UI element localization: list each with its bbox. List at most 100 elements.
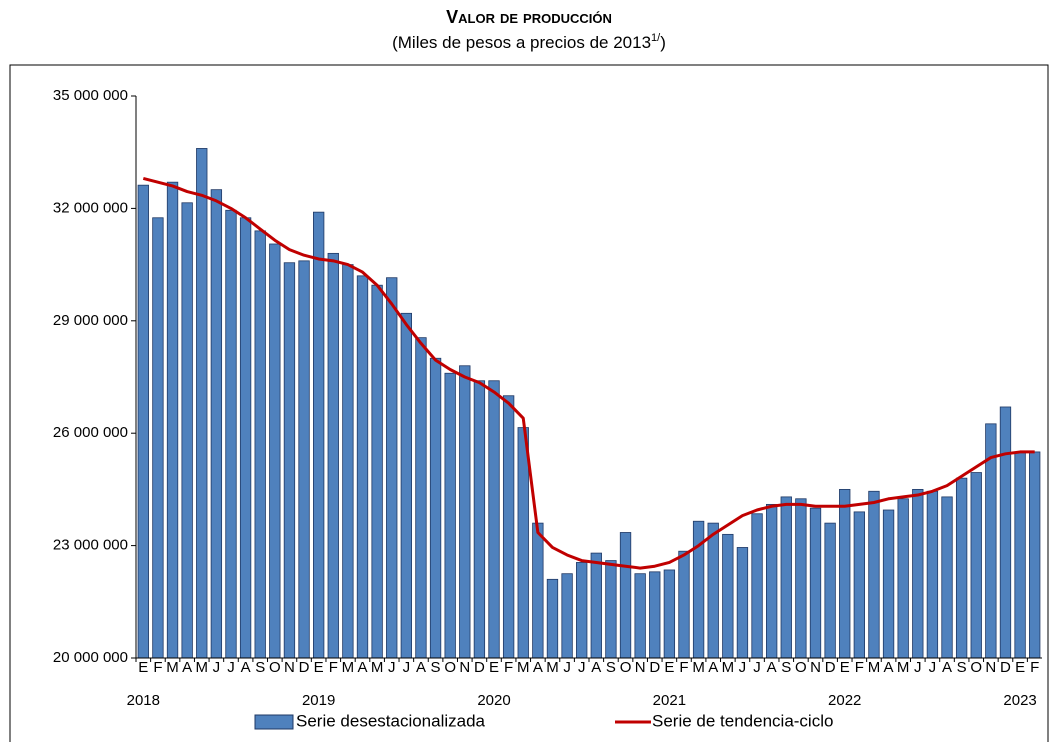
- x-tick-label: A: [708, 659, 718, 676]
- bar: [239, 217, 252, 659]
- chart-subtitle: (Miles de pesos a precios de 20131/): [392, 32, 666, 53]
- bar: [649, 571, 661, 659]
- x-tick-label: A: [533, 659, 543, 676]
- year-label: 2022: [828, 692, 861, 709]
- bar: [488, 380, 500, 659]
- x-tick-label: J: [213, 659, 221, 676]
- bar: [576, 562, 588, 659]
- bar: [283, 262, 296, 659]
- x-tick-label: N: [635, 659, 646, 676]
- bar: [152, 217, 164, 659]
- bar: [342, 264, 354, 659]
- chart-title: Valor de producción: [446, 7, 612, 27]
- x-tick-label: J: [578, 659, 586, 676]
- bar: [196, 148, 208, 659]
- x-tick-label: A: [942, 659, 952, 676]
- bar: [166, 181, 179, 659]
- year-label: 2023: [1003, 692, 1036, 709]
- legend-label: Serie desestacionalizada: [296, 711, 486, 730]
- chart-frame: [9, 64, 1049, 742]
- bar: [502, 395, 515, 659]
- x-tick-label: D: [1000, 659, 1011, 676]
- x-tick-label: A: [416, 659, 426, 676]
- trend-line: [142, 176, 1035, 570]
- x-tick-label: F: [1030, 659, 1039, 676]
- bar: [766, 503, 778, 659]
- bar: [619, 532, 632, 659]
- bar: [970, 472, 982, 659]
- bar: [415, 337, 427, 659]
- bar: [605, 560, 617, 659]
- bar: [313, 211, 325, 659]
- bar: [853, 511, 865, 659]
- bar: [941, 496, 953, 659]
- bar: [999, 406, 1012, 659]
- x-tick-label: M: [722, 659, 735, 676]
- legend-swatch: [254, 714, 294, 730]
- x-tick-label: E: [664, 659, 674, 676]
- year-label: 2020: [477, 692, 510, 709]
- bar: [561, 573, 573, 659]
- x-tick-label: M: [692, 659, 705, 676]
- x-tick-label: O: [444, 659, 456, 676]
- x-tick-label: M: [196, 659, 209, 676]
- x-tick-label: M: [517, 659, 530, 676]
- x-tick-label: A: [591, 659, 601, 676]
- x-tick-label: A: [182, 659, 192, 676]
- bar: [839, 488, 851, 659]
- year-label: 2018: [127, 692, 160, 709]
- x-tick-label: M: [371, 659, 384, 676]
- bar: [356, 275, 369, 659]
- x-tick-label: O: [269, 659, 281, 676]
- x-tick-label: M: [166, 659, 179, 676]
- x-tick-label: S: [255, 659, 265, 676]
- x-tick-label: A: [884, 659, 894, 676]
- x-tick-label: M: [868, 659, 881, 676]
- bar: [546, 578, 559, 659]
- x-tick-label: F: [855, 659, 864, 676]
- bar: [780, 496, 792, 659]
- x-tick-label: D: [649, 659, 660, 676]
- bar: [926, 490, 939, 659]
- bar: [181, 202, 193, 659]
- y-tick-label: 29 000 000: [53, 312, 128, 329]
- subtitle-end: ): [660, 33, 666, 52]
- bar: [824, 522, 836, 659]
- bar: [386, 277, 398, 659]
- x-tick-label: E: [489, 659, 499, 676]
- x-tick-label: S: [431, 659, 441, 676]
- y-tick-label: 26 000 000: [53, 424, 128, 441]
- year-label: 2021: [653, 692, 686, 709]
- bar: [459, 365, 471, 659]
- x-tick-label: J: [753, 659, 761, 676]
- x-tick-label: M: [897, 659, 910, 676]
- y-tick-label: 32 000 000: [53, 199, 128, 216]
- x-tick-label: S: [781, 659, 791, 676]
- bar: [678, 550, 690, 659]
- x-tick-label: E: [840, 659, 850, 676]
- x-tick-label: J: [403, 659, 411, 676]
- y-tick-label: 20 000 000: [53, 649, 128, 666]
- bar: [371, 284, 383, 659]
- x-tick-label: M: [546, 659, 559, 676]
- y-tick-label: 23 000 000: [53, 537, 128, 554]
- y-tick-label: 35 000 000: [53, 87, 128, 104]
- bar: [269, 243, 281, 659]
- bar: [634, 573, 646, 659]
- bar: [254, 230, 266, 659]
- bar: [590, 552, 602, 659]
- x-tick-label: M: [342, 659, 355, 676]
- bar: [736, 547, 749, 659]
- x-tick-label: D: [474, 659, 485, 676]
- x-tick-label: E: [314, 659, 324, 676]
- bar: [225, 209, 237, 659]
- bar: [707, 522, 719, 659]
- x-tick-label: D: [299, 659, 310, 676]
- bar: [722, 533, 734, 659]
- x-tick-label: E: [138, 659, 148, 676]
- bar: [429, 357, 442, 659]
- bar: [1029, 451, 1041, 659]
- x-tick-label: S: [606, 659, 616, 676]
- bar: [532, 522, 544, 659]
